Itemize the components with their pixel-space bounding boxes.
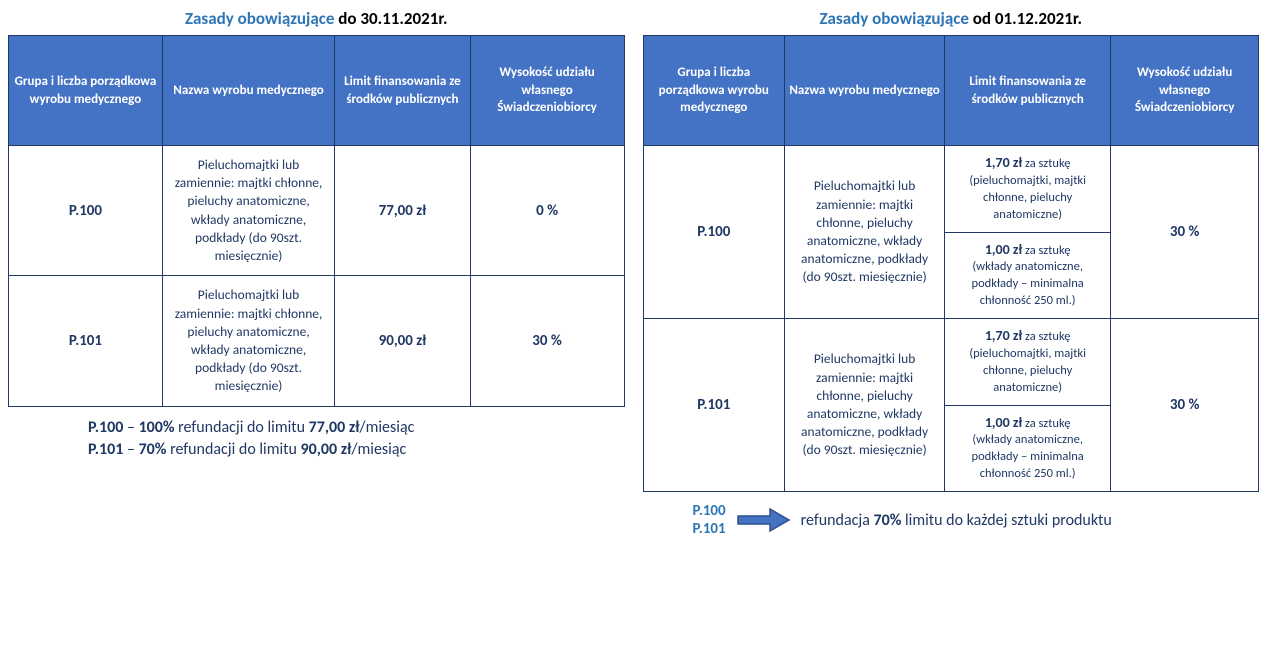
foot-line-2: P.101 – 70% refundacji do limitu 90,00 z… <box>88 439 625 461</box>
cell-desc: Pieluchomajtki lub zamiennie: majtki chł… <box>162 146 334 276</box>
col-share: Wysokość udziału własnego Świadczeniobio… <box>1111 36 1259 146</box>
cell-pct: 30 % <box>1111 319 1259 492</box>
cell-limit-2: 1,00 zł za sztukę (wkłady anatomiczne, p… <box>945 232 1111 319</box>
col-limit: Limit finansowania ze środków publicznyc… <box>945 36 1111 146</box>
title-after: Zasady obowiązujące od 01.12.2021r. <box>643 8 1260 29</box>
title-suffix: od 01.12.2021r. <box>973 8 1082 29</box>
cell-desc: Pieluchomajtki lub zamiennie: majtki chł… <box>785 146 945 319</box>
foot-line-1: P.100 – 100% refundacji do limitu 77,00 … <box>88 417 625 439</box>
col-name: Nazwa wyrobu medycznego <box>785 36 945 146</box>
table-row: P.100 Pieluchomajtki lub zamiennie: majt… <box>643 146 1259 233</box>
col-name: Nazwa wyrobu medycznego <box>162 36 334 146</box>
cell-code: P.101 <box>9 276 163 406</box>
table-row: P.100 Pieluchomajtki lub zamiennie: majt… <box>9 146 625 276</box>
cell-desc: Pieluchomajtki lub zamiennie: majtki chł… <box>785 319 945 492</box>
cell-limit-1: 1,70 zł za sztukę (pieluchomajtki, majtk… <box>945 319 1111 406</box>
cell-code: P.100 <box>9 146 163 276</box>
cell-limit: 90,00 zł <box>335 276 470 406</box>
footer-before: P.100 – 100% refundacji do limitu 77,00 … <box>8 417 625 462</box>
panel-before: Zasady obowiązujące do 30.11.2021r. Grup… <box>8 8 625 538</box>
foot-text: refundacja 70% limitu do każdej sztuki p… <box>801 511 1112 530</box>
arrow-right-icon <box>736 507 791 533</box>
footer-after: P.100 P.101 refundacja 70% limitu do każ… <box>643 502 1260 538</box>
foot-codes: P.100 P.101 <box>693 502 726 538</box>
table-row: P.101 Pieluchomajtki lub zamiennie: majt… <box>9 276 625 406</box>
title-prefix: Zasady obowiązujące <box>820 8 973 29</box>
cell-desc: Pieluchomajtki lub zamiennie: majtki chł… <box>162 276 334 406</box>
title-suffix: do 30.11.2021r. <box>338 8 447 29</box>
cell-code: P.100 <box>643 146 785 319</box>
panel-after: Zasady obowiązujące od 01.12.2021r. Grup… <box>643 8 1260 538</box>
cell-pct: 30 % <box>470 276 624 406</box>
col-share: Wysokość udziału własnego Świadczeniobio… <box>470 36 624 146</box>
title-before: Zasady obowiązujące do 30.11.2021r. <box>8 8 625 29</box>
table-before: Grupa i liczba porządkowa wyrobu medyczn… <box>8 35 625 407</box>
table-after: Grupa i liczba porządkowa wyrobu medyczn… <box>643 35 1260 492</box>
col-group: Grupa i liczba porządkowa wyrobu medyczn… <box>643 36 785 146</box>
cell-limit: 77,00 zł <box>335 146 470 276</box>
col-limit: Limit finansowania ze środków publicznyc… <box>335 36 470 146</box>
cell-code: P.101 <box>643 319 785 492</box>
title-prefix: Zasady obowiązujące <box>185 8 338 29</box>
col-group: Grupa i liczba porządkowa wyrobu medyczn… <box>9 36 163 146</box>
cell-pct: 30 % <box>1111 146 1259 319</box>
cell-limit-1: 1,70 zł za sztukę (pieluchomajtki, majtk… <box>945 146 1111 233</box>
cell-limit-2: 1,00 zł za sztukę (wkłady anatomiczne, p… <box>945 405 1111 492</box>
cell-pct: 0 % <box>470 146 624 276</box>
table-row: P.101 Pieluchomajtki lub zamiennie: majt… <box>643 319 1259 406</box>
